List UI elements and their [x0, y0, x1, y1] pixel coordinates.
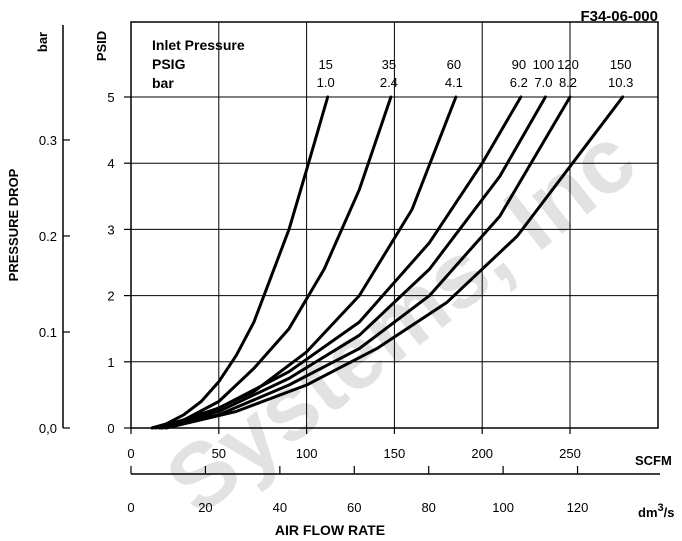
- dm3s-tick-label: 60: [347, 500, 361, 515]
- plot-frame: [130, 21, 659, 429]
- legend-psig-label: PSIG: [152, 56, 186, 72]
- legend-bar-value: 4.1: [445, 75, 463, 90]
- bar-tick-label: 0.1: [39, 325, 57, 340]
- y-tick-label: 2: [107, 289, 114, 304]
- y-axis-title: PRESSURE DROP: [6, 168, 21, 281]
- legend-bar-value: 8.2: [559, 75, 577, 90]
- legend-psig-value: 150: [610, 57, 632, 72]
- legend-psig-value: 15: [318, 57, 332, 72]
- legend-bar-value: 10.3: [608, 75, 633, 90]
- legend-psig-value: 100: [533, 57, 555, 72]
- x-axis-title: AIR FLOW RATE: [275, 522, 385, 538]
- legend-psig-value: 90: [512, 57, 526, 72]
- x-tick-label: 100: [296, 446, 318, 461]
- flow-curve-150-psig: [164, 95, 625, 430]
- y-tick-label: 4: [107, 156, 114, 171]
- flow-curve-15-psig: [150, 95, 330, 430]
- legend-psig-value: 60: [447, 57, 461, 72]
- legend-psig-value: 120: [557, 57, 579, 72]
- legend-bar-value: 6.2: [510, 75, 528, 90]
- x-tick-label: 200: [471, 446, 493, 461]
- x-tick-label: 0: [127, 446, 134, 461]
- x-unit-scfm: SCFM: [635, 453, 672, 468]
- figure-id: F34-06-000: [580, 8, 658, 25]
- x-unit-dm3s: dm3/s: [638, 502, 674, 520]
- dm3s-tick-label: 120: [567, 500, 589, 515]
- y-tick-label: 1: [107, 355, 114, 370]
- x-tick-label: 50: [212, 446, 226, 461]
- flow-curve-100-psig: [159, 95, 547, 430]
- bar-axis-ticks: 0,0 0.1 0.2 0.3: [39, 133, 70, 436]
- legend-bar-value: 2.4: [380, 75, 398, 90]
- legend-bar-label: bar: [152, 75, 174, 91]
- dm3s-tick-label: 100: [492, 500, 514, 515]
- bar-tick-label: 0.3: [39, 133, 57, 148]
- flow-curve-90-psig: [157, 95, 523, 430]
- dm3s-tick-label: 20: [198, 500, 212, 515]
- dm3s-tick-label: 40: [273, 500, 287, 515]
- legend-title: Inlet Pressure: [152, 37, 245, 53]
- dm3s-tick-label: 0: [127, 500, 134, 515]
- bar-tick-label: 0.2: [39, 229, 57, 244]
- y-unit-psid: PSID: [94, 31, 109, 61]
- y-tick-label: 3: [107, 222, 114, 237]
- flow-curves: [150, 95, 625, 430]
- y-unit-bar: bar: [35, 32, 50, 52]
- legend-bar-value: 1.0: [317, 75, 335, 90]
- legend-psig-value: 35: [382, 57, 396, 72]
- dm3s-tick-label: 80: [421, 500, 435, 515]
- dm3s-axis-ticks: 0 20 40 60 80 100 120: [127, 466, 588, 515]
- y-tick-label: 0: [107, 421, 114, 436]
- bar-tick-label: 0,0: [39, 421, 57, 436]
- legend-values: 15 1.0 35 2.4 60 4.1 90 6.2 100 7.0 120 8.2 150 10.3: [317, 57, 634, 90]
- legend-bar-value: 7.0: [534, 75, 552, 90]
- x-tick-label: 250: [559, 446, 581, 461]
- y-tick-label: 5: [107, 90, 114, 105]
- x-tick-label: 150: [384, 446, 406, 461]
